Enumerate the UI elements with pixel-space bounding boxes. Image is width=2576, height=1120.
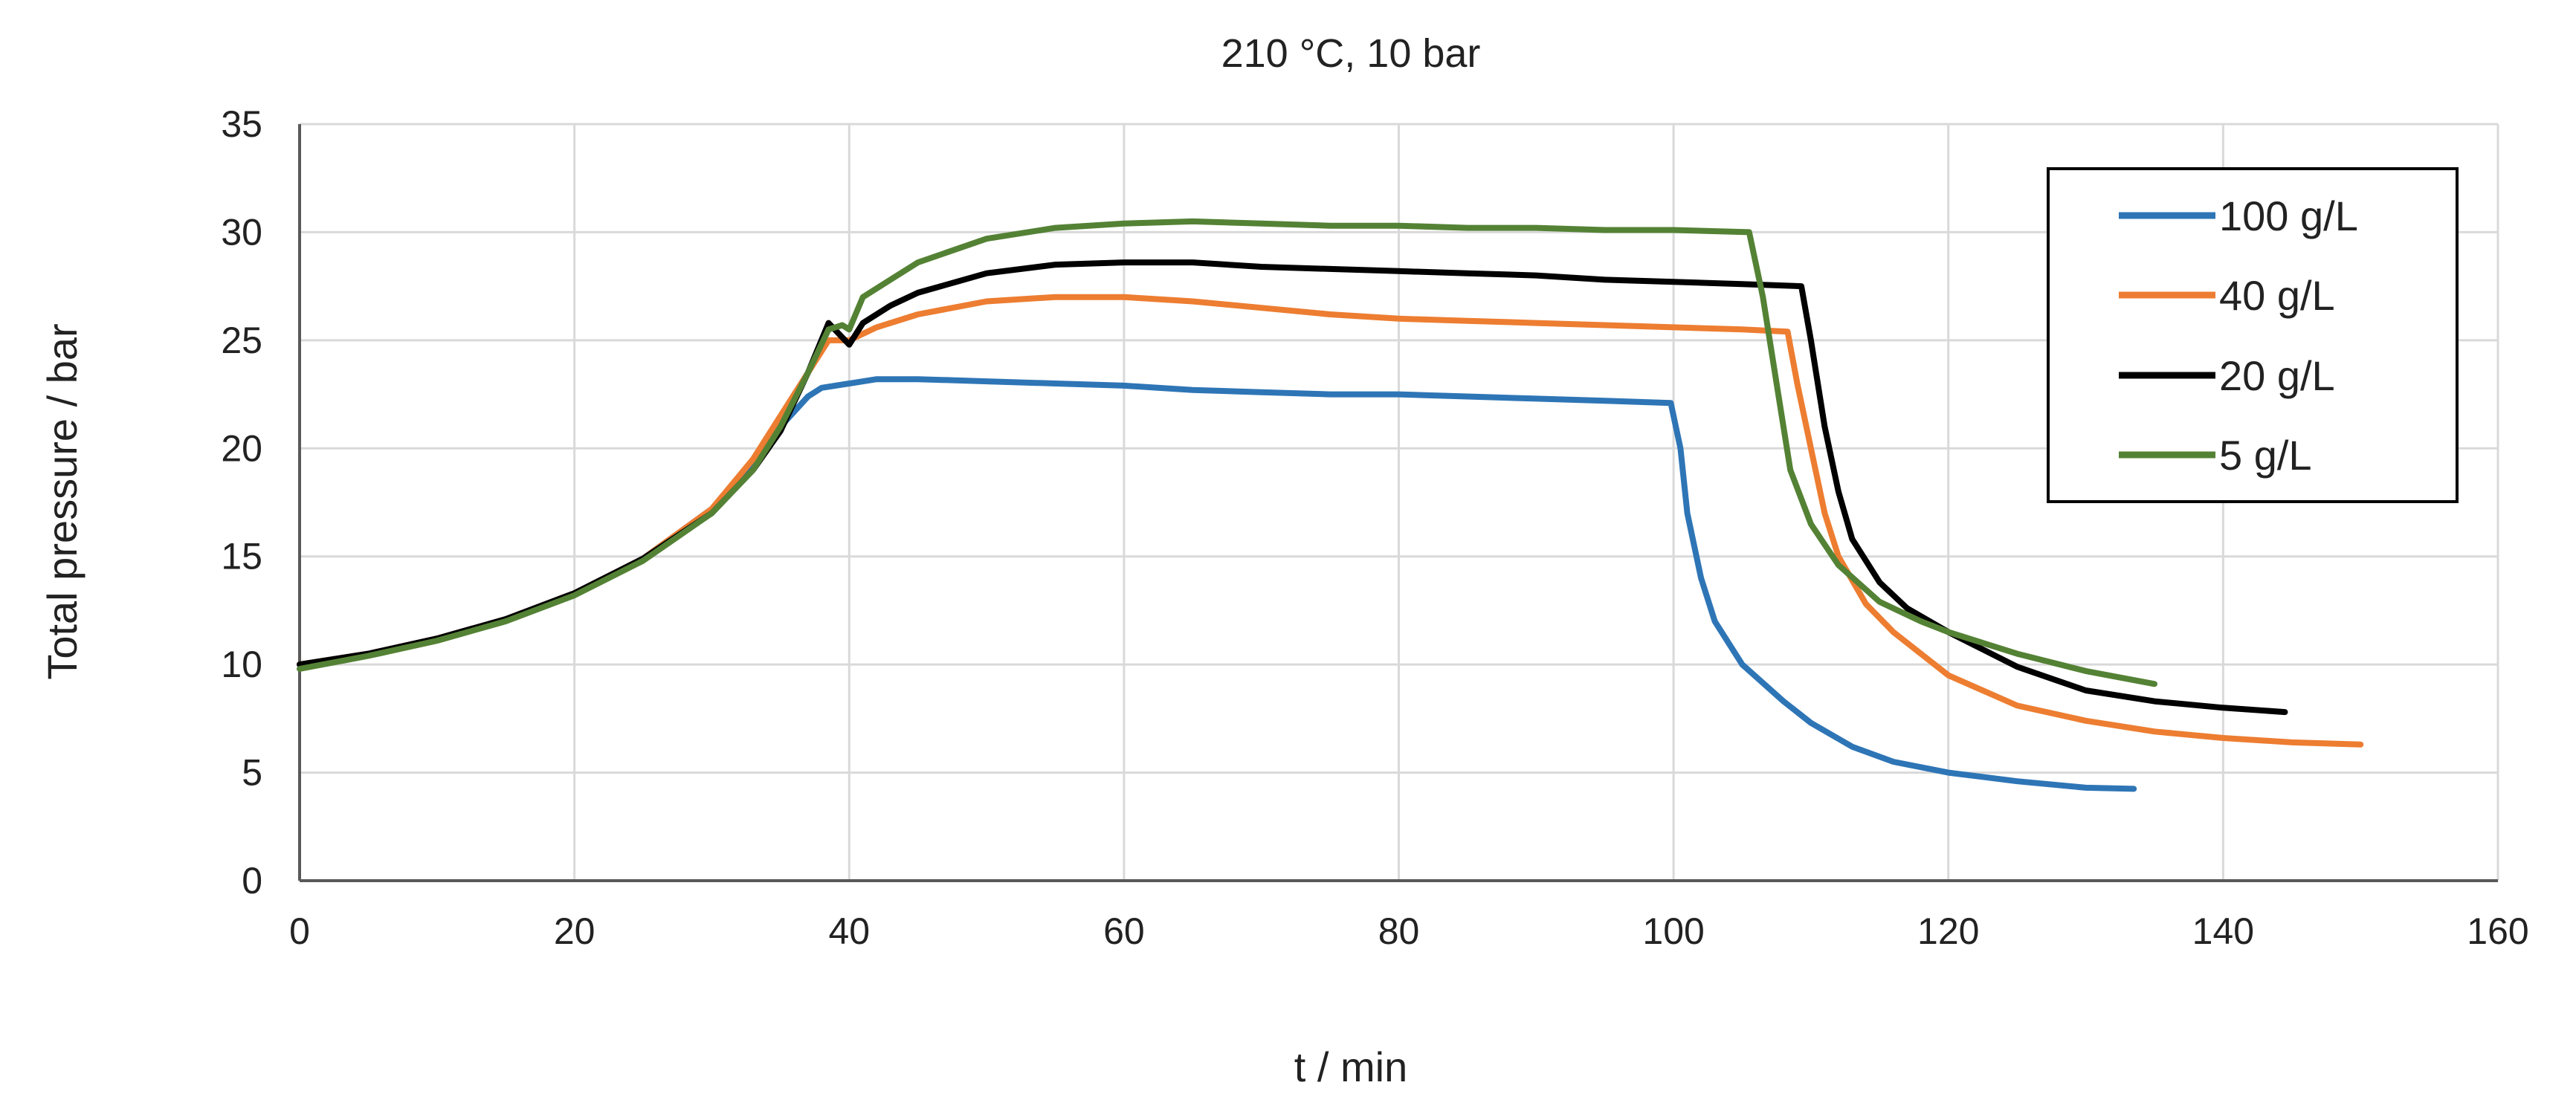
series-line-5-g-l [297, 218, 2157, 687]
legend: 100 g/L 40 g/L 20 g/L 5 g/L [2047, 167, 2459, 503]
series-line-40-g-l [297, 294, 2364, 748]
y-tick-label: 20 [221, 427, 262, 469]
legend-box [2047, 167, 2459, 503]
axes [298, 124, 2498, 882]
x-tick-label: 140 [2192, 910, 2254, 952]
y-tick-labels: 0 5 10 15 20 25 30 35 [221, 103, 262, 901]
legend-label-5-g-l: 5 g/L [2219, 432, 2312, 479]
x-tick-label: 60 [1103, 910, 1145, 952]
y-tick-label: 25 [221, 320, 262, 361]
y-tick-label: 10 [221, 644, 262, 685]
y-tick-label: 0 [242, 860, 262, 901]
legend-label-40-g-l: 40 g/L [2219, 272, 2335, 319]
y-tick-label: 30 [221, 211, 262, 253]
x-tick-labels: 0 20 40 60 80 100 120 140 160 [289, 910, 2529, 952]
y-tick-label: 35 [221, 103, 262, 145]
x-tick-label: 80 [1378, 910, 1420, 952]
y-tick-label: 5 [242, 752, 262, 794]
x-tick-label: 20 [554, 910, 595, 952]
y-tick-label: 15 [221, 536, 262, 577]
legend-label-100-g-l: 100 g/L [2219, 192, 2358, 239]
x-axis-title: t / min [1294, 1043, 1407, 1090]
x-tick-label: 160 [2467, 910, 2528, 952]
x-tick-label: 40 [828, 910, 870, 952]
series-lines [297, 218, 2364, 792]
x-tick-label: 0 [289, 910, 310, 952]
y-axis-title: Total pressure / bar [39, 323, 85, 679]
legend-label-20-g-l: 20 g/L [2219, 352, 2335, 399]
chart-title: 210 °C, 10 bar [1221, 31, 1481, 76]
x-tick-label: 100 [1642, 910, 1704, 952]
x-tick-label: 120 [1917, 910, 1979, 952]
